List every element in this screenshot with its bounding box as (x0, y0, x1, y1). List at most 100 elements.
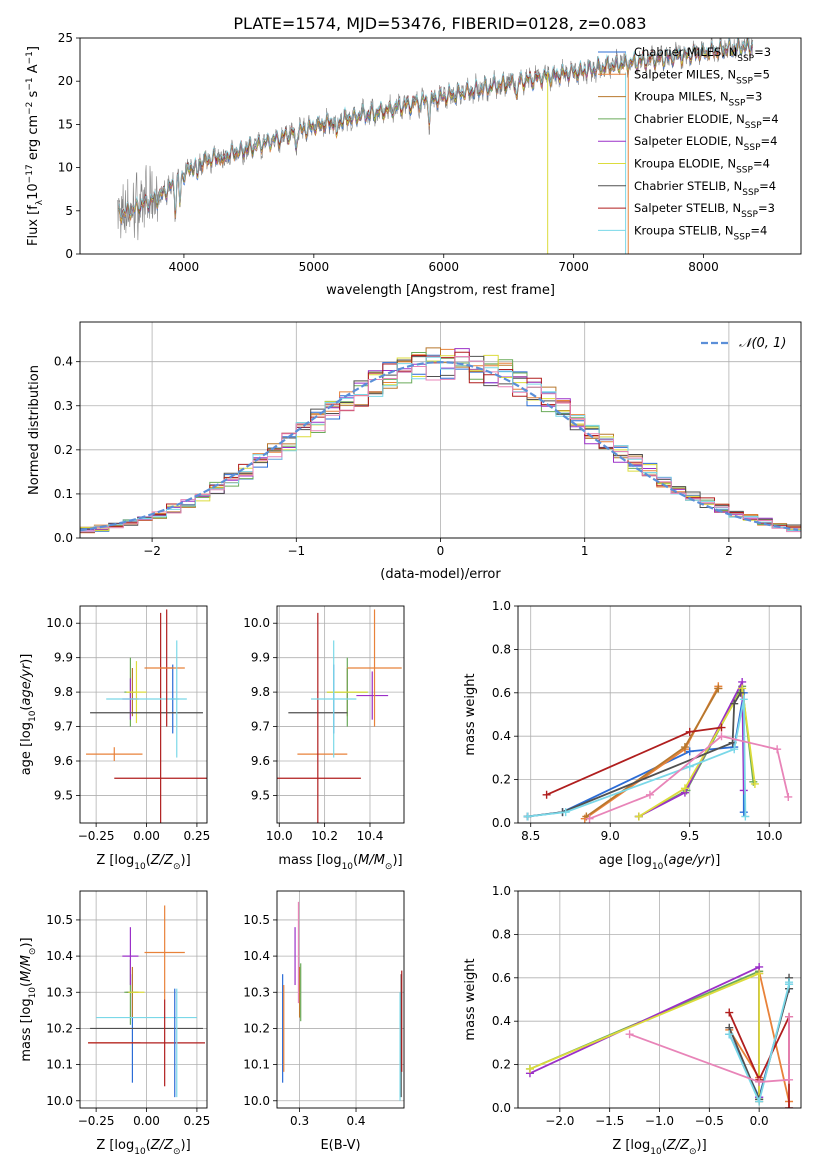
x-tick-label: 9.0 (601, 829, 620, 843)
x-axis-label: wavelength [Angstrom, rest frame] (326, 283, 555, 298)
x-tick-label: 10.2 (311, 829, 338, 843)
y-tick-label: 0.6 (492, 971, 511, 985)
y-tick-label: 0.2 (492, 773, 511, 787)
mass-vs-ebv-panel: 0.3 0.4 10.0 10.1 10.2 10.3 10.4 10.5 E(B-V) (243, 890, 405, 1153)
plot-area (86, 609, 207, 823)
y-tick-label: 10.3 (243, 985, 270, 999)
y-tick-label: 10.0 (243, 616, 270, 630)
axes-frame (276, 890, 405, 1109)
x-tick-label: 0.25 (184, 1114, 211, 1128)
x-axis-label: age [log10(age/yr)] (599, 853, 721, 872)
y-tick-label: 0.3 (54, 399, 73, 413)
x-tick-label: 0.3 (290, 1114, 309, 1128)
y-tick-label: 0.2 (54, 443, 73, 457)
weight-point-marker (785, 1012, 794, 1021)
weight-series-line (529, 969, 760, 1100)
weight-point-marker (725, 1008, 734, 1017)
weight-point-marker (755, 1097, 764, 1106)
spectrum-panel: 4000 5000 6000 7000 8000 0 5 10 15 20 25 wavelength… (25, 31, 802, 298)
y-tick-label: 0.2 (492, 1058, 511, 1072)
x-tick-label: −1.5 (595, 1114, 624, 1128)
y-tick-label: 15 (58, 117, 73, 131)
y-tick-label: 1.0 (492, 599, 511, 613)
plot-area (523, 677, 793, 823)
y-axis-label: mass [log10(M/M⊙)] (19, 937, 38, 1061)
legend-entry: Salpeter STELIB, NSSP=3 (634, 201, 775, 220)
x-axis-label: (data-model)/error (380, 567, 501, 582)
axes-frame (79, 37, 802, 255)
weight-point-marker (736, 688, 745, 697)
weight-point-marker (773, 745, 782, 754)
x-tick-label: 0.4 (346, 1114, 365, 1128)
x-tick-label: 9.5 (680, 829, 699, 843)
plot-area (80, 347, 801, 534)
x-tick-label: −1.0 (645, 1114, 674, 1128)
weight-series-line (638, 681, 745, 818)
weight-point-marker (739, 786, 748, 795)
figure-title: PLATE=1574, MJD=53476, FIBERID=0128, z=0… (233, 14, 646, 33)
weight-point-marker (785, 1075, 794, 1084)
x-tick-label: −2.0 (545, 1114, 574, 1128)
y-tick-label: 9.8 (251, 685, 270, 699)
mass-vs-Z-panel: −0.25 0.00 0.25 10.0 10.1 10.2 10.3 10.4 10.5 Z [… (19, 890, 211, 1157)
legend: Chabrier MILES, NSSP=3 Salpeter MILES, NS… (598, 45, 779, 242)
weight-point-marker (625, 1030, 634, 1039)
y-tick-label: 10.0 (243, 1094, 270, 1108)
weight-point-marker (785, 1104, 794, 1108)
x-tick-label: 2 (725, 544, 733, 558)
y-tick-label: 10.1 (46, 1058, 73, 1072)
weight-point-marker (739, 808, 748, 817)
y-tick-label: 10.0 (46, 616, 73, 630)
y-tick-label: 0.4 (492, 1014, 511, 1028)
y-tick-label: 0.4 (492, 729, 511, 743)
x-tick-label: 4000 (169, 260, 200, 274)
y-tick-label: 10.5 (243, 913, 270, 927)
y-tick-label: 9.6 (251, 754, 270, 768)
y-tick-label: 1.0 (492, 884, 511, 898)
y-tick-label: 0.0 (492, 1101, 511, 1115)
y-tick-label: 9.6 (54, 754, 73, 768)
x-tick-label: −0.25 (78, 1114, 115, 1128)
weight-point-marker (685, 747, 694, 756)
y-tick-label: 10.5 (46, 913, 73, 927)
weight-series-line (527, 692, 745, 818)
weight-point-marker (523, 812, 532, 821)
x-tick-label: 7000 (558, 260, 589, 274)
weight-point-marker (717, 723, 726, 732)
residuals-panel: −2 −1 0 1 2 0.0 0.1 0.2 0.3 0.4 𝒩(0, 1) (data-model… (27, 321, 802, 582)
x-tick-label: 0.25 (184, 829, 211, 843)
y-tick-label: 0.4 (54, 355, 73, 369)
y-axis-label: age [log10(age/yr)] (19, 654, 38, 776)
weight-point-marker (785, 978, 794, 987)
y-tick-label: 9.7 (251, 720, 270, 734)
y-tick-label: 9.7 (54, 720, 73, 734)
weight-point-marker (680, 784, 689, 793)
weight-series-line (629, 1016, 790, 1083)
y-axis-label: mass weight (463, 958, 478, 1040)
y-axis-label: Flux [fλ10−17 erg cm−2 s−1 A−1] (25, 46, 45, 246)
x-axis-label: Z [log10(Z/Z⊙)] (612, 1138, 706, 1157)
weight-point-marker (755, 1077, 764, 1086)
plot-area (88, 905, 205, 1098)
x-tick-label: −1 (287, 544, 305, 558)
x-tick-label: −0.5 (695, 1114, 724, 1128)
legend-entry: Kroupa ELODIE, NSSP=4 (634, 157, 770, 176)
weight-series-line (527, 692, 742, 818)
model-spectrum (118, 38, 754, 219)
weight-point-marker (725, 1030, 734, 1039)
weight-point-marker (784, 792, 793, 801)
y-tick-label: 0.6 (492, 686, 511, 700)
axes-frame (276, 605, 405, 824)
x-tick-label: 8000 (688, 260, 719, 274)
y-tick-label: 10.1 (243, 1058, 270, 1072)
weight-point-marker (542, 790, 551, 799)
x-tick-label: 10.0 (756, 829, 783, 843)
plot-area (277, 609, 402, 823)
x-tick-label: 5000 (299, 260, 330, 274)
y-tick-label: 5 (65, 204, 73, 218)
y-tick-label: 0.8 (492, 642, 511, 656)
weight-point-marker (741, 812, 750, 821)
plot-area (525, 962, 794, 1108)
y-axis-label: Normed distribution (27, 365, 42, 495)
weight-point-marker (730, 745, 739, 754)
